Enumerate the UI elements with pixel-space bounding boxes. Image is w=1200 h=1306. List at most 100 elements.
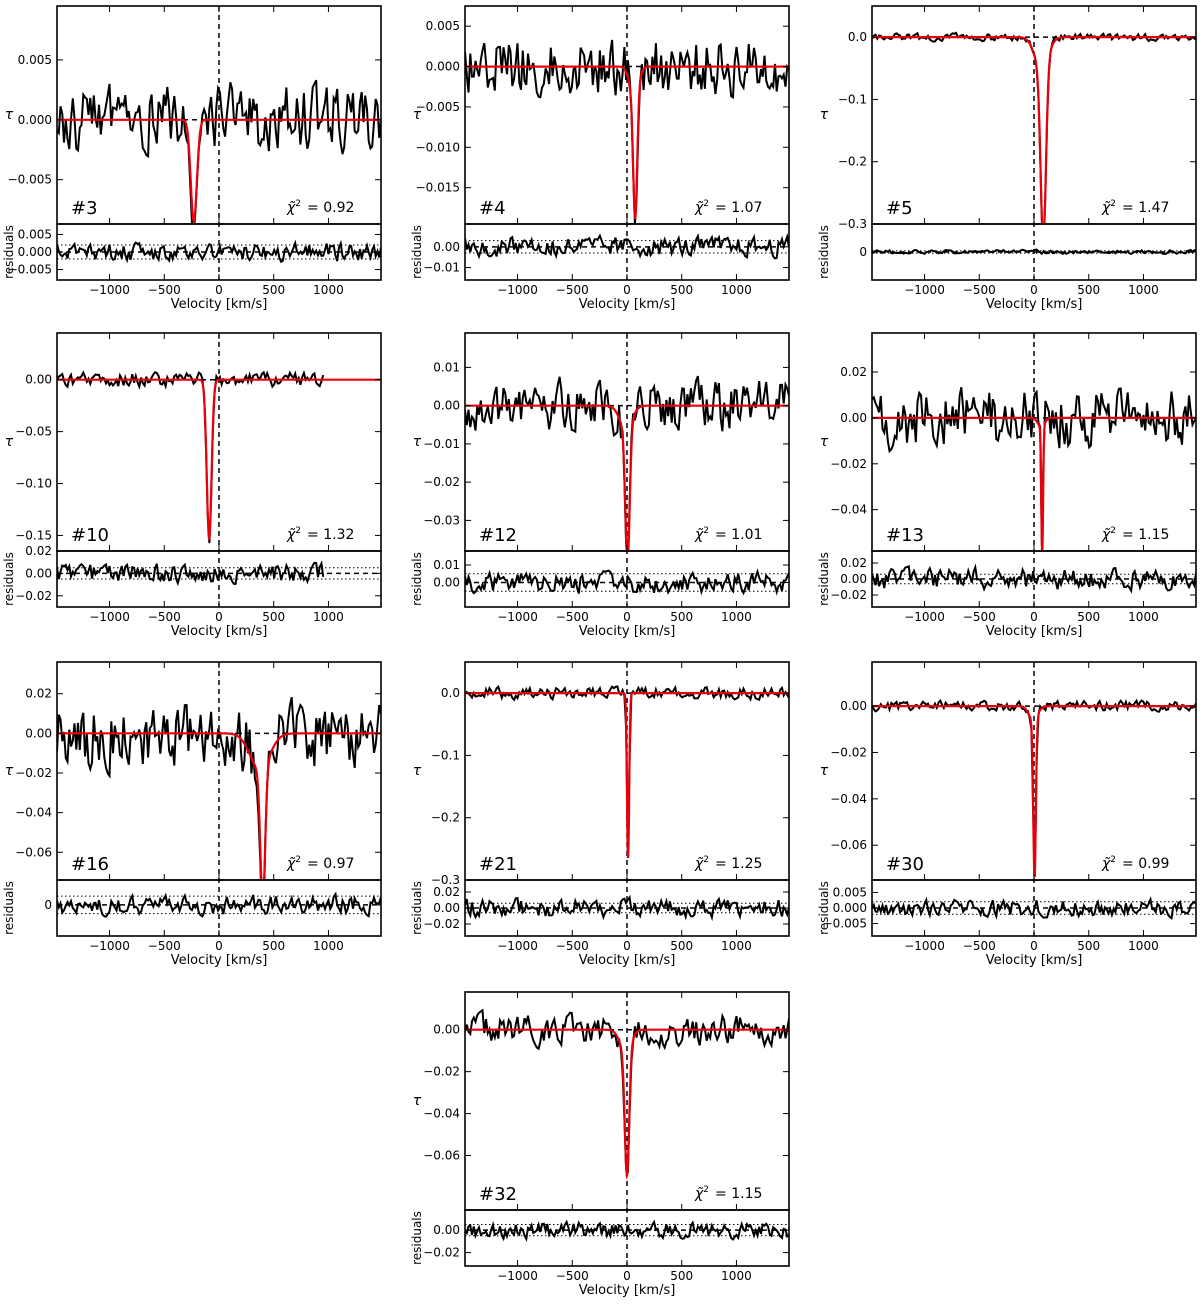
residual-axis-label: residuals <box>817 552 831 606</box>
chi-symbol: χ̃ <box>694 856 704 872</box>
y-axis-label: τ <box>820 107 829 123</box>
y-tick-label: 0.0 <box>848 30 867 44</box>
residual-y-tick-label: −0.005 <box>823 917 867 931</box>
x-tick-label: −500 <box>556 610 589 624</box>
y-tick-label: 0.01 <box>433 360 460 374</box>
x-tick-label: 0 <box>623 610 631 624</box>
x-axis-label: Velocity [km/s] <box>986 953 1083 968</box>
x-tick-label: 500 <box>670 610 693 624</box>
x-tick-label: −500 <box>556 1269 589 1283</box>
y-tick-label: −0.03 <box>423 513 460 527</box>
chi2-value: = 1.15 <box>715 1186 762 1202</box>
x-tick-label: 0 <box>1030 283 1038 297</box>
x-tick-label: 0 <box>215 939 223 953</box>
chi-superscript: 2 <box>703 526 709 536</box>
y-tick-label: −0.3 <box>838 217 867 231</box>
x-tick-label: 1000 <box>313 939 344 953</box>
y-tick-label: −0.05 <box>15 425 52 439</box>
x-tick-label: −500 <box>148 939 181 953</box>
panel-n13: −0.04 −0.02 0.00 0.02 −0.02 0.00 0.02 −1000 −500… <box>817 332 1197 639</box>
x-tick-label: 500 <box>1077 283 1100 297</box>
x-tick-label: 1000 <box>1128 283 1159 297</box>
residual-line <box>872 896 1196 921</box>
x-tick-label: −500 <box>963 610 996 624</box>
residual-y-tick-label: 0.02 <box>840 556 867 570</box>
y-tick-label: −0.02 <box>830 745 867 759</box>
fit-line <box>465 1028 789 1180</box>
x-tick-label: 0 <box>623 283 631 297</box>
residual-axis-label: residuals <box>410 1211 424 1265</box>
residual-y-tick-label: −0.02 <box>15 589 52 603</box>
x-tick-label: −500 <box>963 283 996 297</box>
chi2-value: = 1.47 <box>1122 200 1169 216</box>
x-tick-label: −1000 <box>904 610 945 624</box>
residual-line <box>57 891 381 918</box>
fit-line <box>465 404 789 551</box>
residual-y-tick-label: 0.00 <box>433 1223 460 1237</box>
residual-y-tick-label: 0.00 <box>433 901 460 915</box>
chi2-annotation: χ̃2 = 1.15 <box>1101 526 1169 543</box>
panel-id: #3 <box>71 198 98 219</box>
data-spectrum <box>465 39 789 224</box>
chi2-annotation: χ̃2 = 0.99 <box>1101 855 1169 872</box>
fit-line <box>872 704 1196 878</box>
panel-id: #4 <box>479 198 506 219</box>
residual-y-tick-label: 0.02 <box>25 544 52 558</box>
x-tick-label: −500 <box>963 939 996 953</box>
panel-id: #5 <box>886 198 913 219</box>
y-tick-label: −0.02 <box>423 1065 460 1079</box>
y-tick-label: 0.00 <box>25 373 52 387</box>
residual-axis-label: residuals <box>410 881 424 935</box>
residual-y-tick-label: 0.00 <box>433 576 460 590</box>
panel-n30: −0.06 −0.04 −0.02 0.00 −0.005 0.000 0.005 −1000… <box>817 661 1197 968</box>
y-tick-label: 0.02 <box>840 365 867 379</box>
residual-y-tick-label: −0.005 <box>8 263 52 277</box>
panel-id: #30 <box>886 854 924 875</box>
x-tick-label: 0 <box>215 283 223 297</box>
residual-line <box>872 563 1196 594</box>
residual-axis-label: residuals <box>2 552 16 606</box>
chi-symbol: χ̃ <box>286 200 296 216</box>
y-tick-label: 0.00 <box>25 726 52 740</box>
chi2-value: = 1.07 <box>715 200 762 216</box>
chi2-annotation: χ̃2 = 1.32 <box>286 526 354 543</box>
chi2-value: = 1.01 <box>715 527 762 543</box>
fit-line <box>872 35 1196 224</box>
y-tick-label: −0.2 <box>838 155 867 169</box>
data-spectrum <box>57 369 325 544</box>
x-tick-label: 500 <box>1077 939 1100 953</box>
x-axis-label: Velocity [km/s] <box>986 624 1083 639</box>
y-axis-label: τ <box>413 434 422 450</box>
x-tick-label: 1000 <box>313 283 344 297</box>
y-tick-label: 0.005 <box>18 53 52 67</box>
chi2-value: = 1.25 <box>715 856 762 872</box>
residual-axis-label: residuals <box>817 225 831 279</box>
panel-id: #12 <box>479 525 517 546</box>
fit-line <box>872 416 1196 551</box>
y-tick-label: −0.015 <box>416 181 460 195</box>
y-axis-label: τ <box>413 1093 422 1109</box>
residual-y-tick-label: −0.02 <box>830 588 867 602</box>
residual-axis-label: residuals <box>817 881 831 935</box>
panel-n12: −0.03 −0.02 −0.01 0.00 0.01 0.00 0.01 −1000 −500… <box>410 332 790 639</box>
x-tick-label: −1000 <box>89 939 130 953</box>
residual-y-tick-label: 0.005 <box>833 885 867 899</box>
y-axis-label: τ <box>5 763 14 779</box>
panel-id: #16 <box>71 854 109 875</box>
x-tick-label: 0 <box>1030 610 1038 624</box>
chi-symbol: χ̃ <box>1101 856 1111 872</box>
x-axis-label: Velocity [km/s] <box>171 297 268 312</box>
x-tick-label: −1000 <box>497 939 538 953</box>
y-tick-label: 0.005 <box>426 19 460 33</box>
x-tick-label: 1000 <box>1128 610 1159 624</box>
y-tick-label: 0.00 <box>433 399 460 413</box>
x-axis-label: Velocity [km/s] <box>171 624 268 639</box>
residual-y-tick-label: 0 <box>859 245 867 259</box>
panel-n10: −0.15 −0.10 −0.05 0.00 −0.02 0.00 0.02 −1000 −50… <box>2 332 382 639</box>
x-tick-label: 1000 <box>721 283 752 297</box>
chi2-value: = 1.32 <box>307 527 354 543</box>
chi-superscript: 2 <box>295 855 301 865</box>
y-tick-label: −0.01 <box>423 437 460 451</box>
chi2-annotation: χ̃2 = 1.01 <box>694 526 762 543</box>
